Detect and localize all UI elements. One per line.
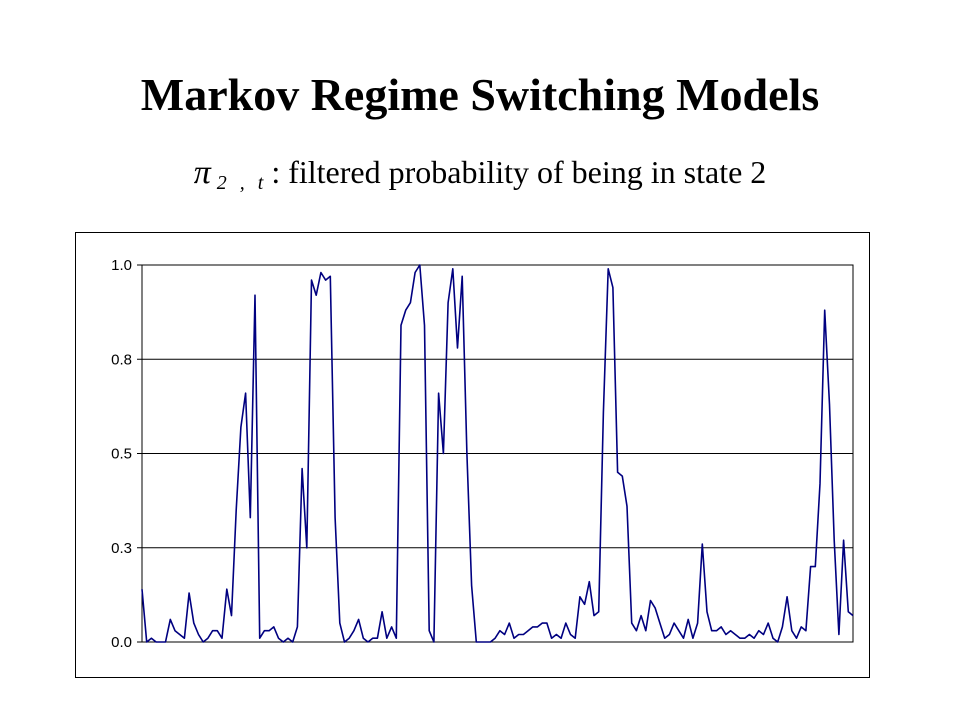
line-chart: 0.0 0.3 0.5 0.8 1.0 bbox=[111, 257, 854, 651]
chart-frame: 0.0 0.3 0.5 0.8 1.0 bbox=[75, 232, 870, 678]
y-tick-label: 0.3 bbox=[111, 540, 132, 557]
pi-symbol: π bbox=[193, 154, 211, 191]
series-line bbox=[141, 264, 854, 643]
subtitle-text: : filtered probability of being in state… bbox=[271, 154, 767, 190]
y-tick-label: 0.0 bbox=[111, 634, 132, 651]
slide-title: Markov Regime Switching Models bbox=[140, 69, 820, 120]
y-tick-label: 1.0 bbox=[111, 257, 132, 274]
y-tick-label: 0.8 bbox=[111, 351, 132, 368]
pi-subscript: 2 , t bbox=[216, 172, 268, 194]
y-tick-label: 0.5 bbox=[111, 446, 132, 463]
